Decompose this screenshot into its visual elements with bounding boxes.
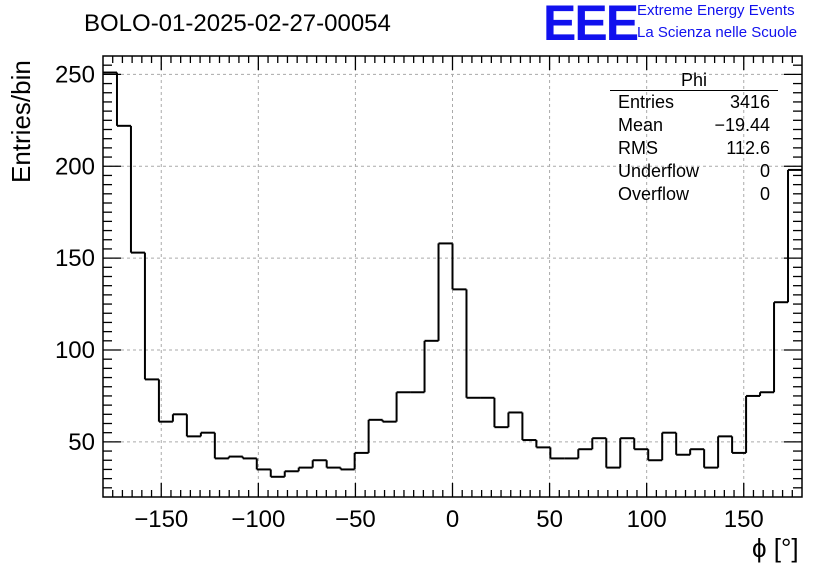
x-tick-label: −50 [335,506,376,533]
x-tick-label: 100 [627,506,667,533]
grid [103,56,802,497]
stats-label: Underflow [618,161,700,181]
stats-value: 112.6 [726,138,770,158]
y-axis-label: Entries/bin [6,60,36,183]
stats-row-entries: Entries 3416 [610,91,778,114]
y-tick-label: 200 [55,153,95,180]
stats-value: 0 [759,184,770,204]
stats-value: 0 [759,161,770,181]
y-tick-label: 150 [55,245,95,272]
y-tick-label: 50 [68,429,95,456]
stats-label: RMS [618,138,658,158]
stats-value: 3416 [729,92,770,112]
axis-ticks [103,56,802,497]
y-tick-label: 250 [55,61,95,88]
x-tick-label: −100 [231,506,285,533]
chart-title: BOLO-01-2025-02-27-00054 [84,10,391,37]
tick-labels: −150 −100 −50 0 50 100 150 50 100 150 200 250 [55,61,764,533]
stats-row-underflow: Underflow 0 [610,160,778,183]
stats-row-overflow: Overflow 0 [610,183,778,206]
stats-row-rms: RMS 112.6 [610,137,778,160]
x-axis-label: ϕ [°] [752,533,799,563]
stats-label: Entries [618,92,675,112]
eee-logo: EEE [543,0,639,51]
logo-line-1: Extreme Energy Events [637,2,795,19]
y-tick-label: 100 [55,337,95,364]
histogram-series [103,71,802,478]
logo-line-2: La Scienza nelle Scuole [637,24,798,41]
stats-box: Phi Entries 3416 Mean −19.44 RMS 112.6 U… [610,70,778,206]
stats-title: Phi [610,70,778,91]
stats-label: Overflow [618,184,690,204]
x-tick-label: 50 [536,506,563,533]
x-tick-label: 0 [446,506,459,533]
stats-row-mean: Mean −19.44 [610,114,778,137]
x-tick-label: 150 [724,506,764,533]
x-tick-label: −150 [134,506,188,533]
stats-value: −19.44 [714,115,770,135]
stats-label: Mean [618,115,664,135]
